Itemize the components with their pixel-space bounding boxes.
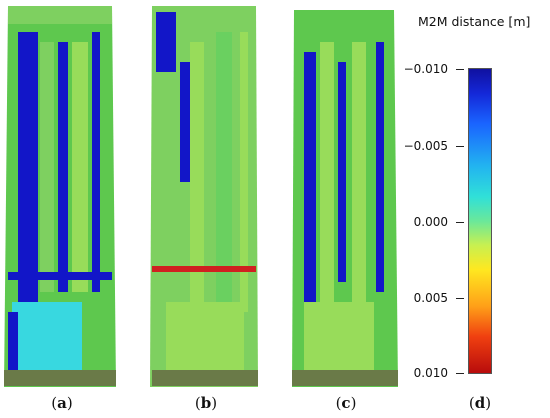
colorbar-tick: −0.010 <box>403 62 465 76</box>
colorbar-tick: −0.005 <box>403 139 465 153</box>
panel-caption-b: (b) <box>194 394 218 412</box>
column-render-a <box>4 6 116 387</box>
column-render-b <box>150 6 258 387</box>
panel-caption-c: (c) <box>335 394 357 412</box>
column-render-c <box>292 10 398 387</box>
panel-caption-d: (d) <box>468 394 492 412</box>
panel-caption-a: (a) <box>51 394 73 412</box>
colorbar-tick: 0.000 <box>413 215 465 229</box>
point-cloud-panel-a <box>0 2 120 394</box>
point-cloud-panel-b <box>146 2 266 394</box>
point-cloud-panel-c <box>290 2 400 394</box>
colorbar <box>468 68 492 374</box>
legend-title: M2M distance [m] <box>418 14 531 29</box>
colorbar-tick: 0.005 <box>413 291 465 305</box>
colorbar-tick: 0.010 <box>413 366 465 380</box>
